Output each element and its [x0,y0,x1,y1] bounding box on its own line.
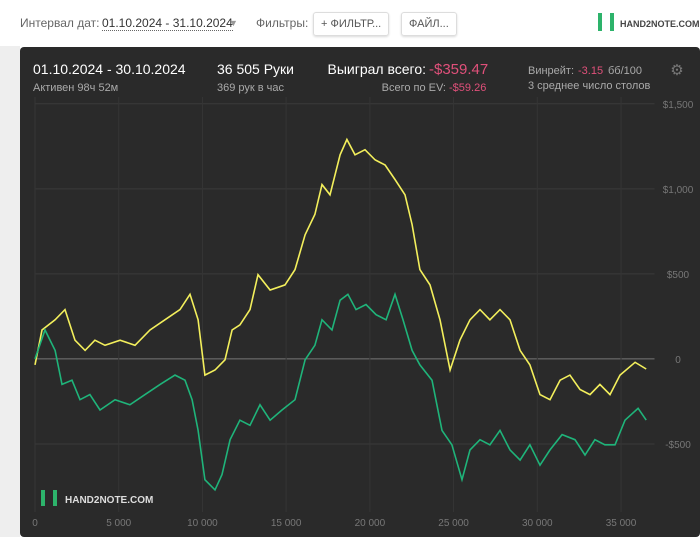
y-tick-label: $1,500 [663,100,694,111]
hands: 36 505 Руки [217,61,294,77]
x-tick-label: 35 000 [606,518,637,529]
x-tick-label: 20 000 [355,518,386,529]
interval-label: Интервал дат: [20,16,100,30]
x-tick-label: 10 000 [187,518,218,529]
y-tick-label: $500 [667,270,690,281]
y-tick-label: 0 [675,355,681,366]
side-strip [0,46,20,537]
wm-icon [53,490,57,506]
active: Активен 98ч 52м [33,82,118,94]
series-line [34,291,647,492]
series-line [34,137,647,401]
period: 01.10.2024 - 30.10.2024 [33,61,186,77]
x-tick-label: 30 000 [522,518,553,529]
x-tick-label: 0 [32,518,38,529]
filters-label: Фильтры: [256,16,309,30]
x-tick-label: 25 000 [438,518,469,529]
file-button[interactable]: ФАЙЛ... [401,12,457,36]
wm-icon [41,490,45,506]
filter-button[interactable]: + ФИЛЬТР... [313,12,390,36]
winrate-label: Винрейт: [528,65,574,77]
winrate-unit: бб/100 [608,65,642,77]
dropdown-arrow: ▼ [229,18,238,28]
interval[interactable]: 01.10.2024 - 31.10.2024 [102,16,233,31]
y-tick-label: $1,000 [663,185,694,196]
won: -$359.47 [429,61,488,78]
y-tick-label: -$500 [665,440,691,451]
panel [20,47,700,537]
ev: -$59.26 [449,82,486,94]
x-tick-label: 5 000 [106,518,131,529]
logo: HAND2NOTE.COM [620,19,700,29]
x-tick-label: 15 000 [271,518,302,529]
chart: 01.10.2024 - 30.10.2024 Активен 98ч 52м … [20,47,700,537]
hands-per-hour: 369 рук в час [217,82,285,94]
logo-icon [598,13,614,31]
winrate: -3.15 [578,65,603,77]
tables: 3 среднее число столов [528,80,650,92]
won-label: Выиграл всего: [328,61,427,77]
settings-icon[interactable]: ⚙ [670,62,683,79]
watermark: HAND2NOTE.COM [65,495,153,506]
ev-label: Всего по EV: [382,82,446,94]
